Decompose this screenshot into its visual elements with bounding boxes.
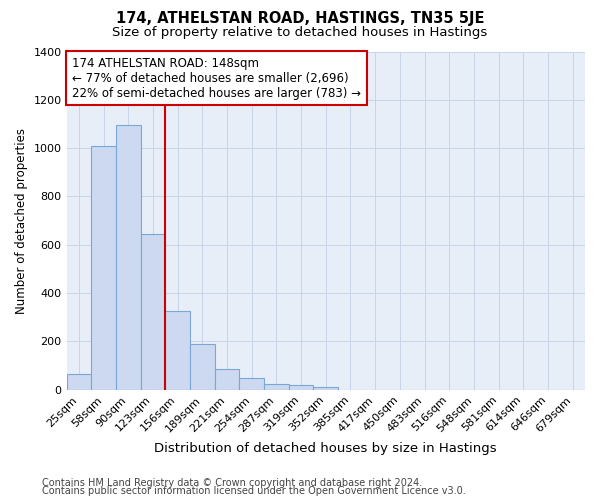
Text: Size of property relative to detached houses in Hastings: Size of property relative to detached ho… (112, 26, 488, 39)
Text: 174 ATHELSTAN ROAD: 148sqm
← 77% of detached houses are smaller (2,696)
22% of s: 174 ATHELSTAN ROAD: 148sqm ← 77% of deta… (72, 56, 361, 100)
Bar (264, 384, 289, 390)
Bar (215, 370, 239, 390)
Y-axis label: Number of detached properties: Number of detached properties (15, 128, 28, 314)
Bar (140, 234, 165, 390)
Bar (289, 385, 313, 390)
Text: Contains HM Land Registry data © Crown copyright and database right 2024.: Contains HM Land Registry data © Crown c… (42, 478, 422, 488)
Bar (165, 312, 190, 390)
Bar (239, 378, 264, 390)
Text: 174, ATHELSTAN ROAD, HASTINGS, TN35 5JE: 174, ATHELSTAN ROAD, HASTINGS, TN35 5JE (116, 11, 484, 26)
X-axis label: Distribution of detached houses by size in Hastings: Distribution of detached houses by size … (154, 442, 497, 455)
Bar (313, 387, 338, 390)
Text: Contains public sector information licensed under the Open Government Licence v3: Contains public sector information licen… (42, 486, 466, 496)
Bar (67, 374, 91, 390)
Bar (116, 125, 140, 390)
Bar (190, 344, 215, 390)
Bar (91, 146, 116, 390)
